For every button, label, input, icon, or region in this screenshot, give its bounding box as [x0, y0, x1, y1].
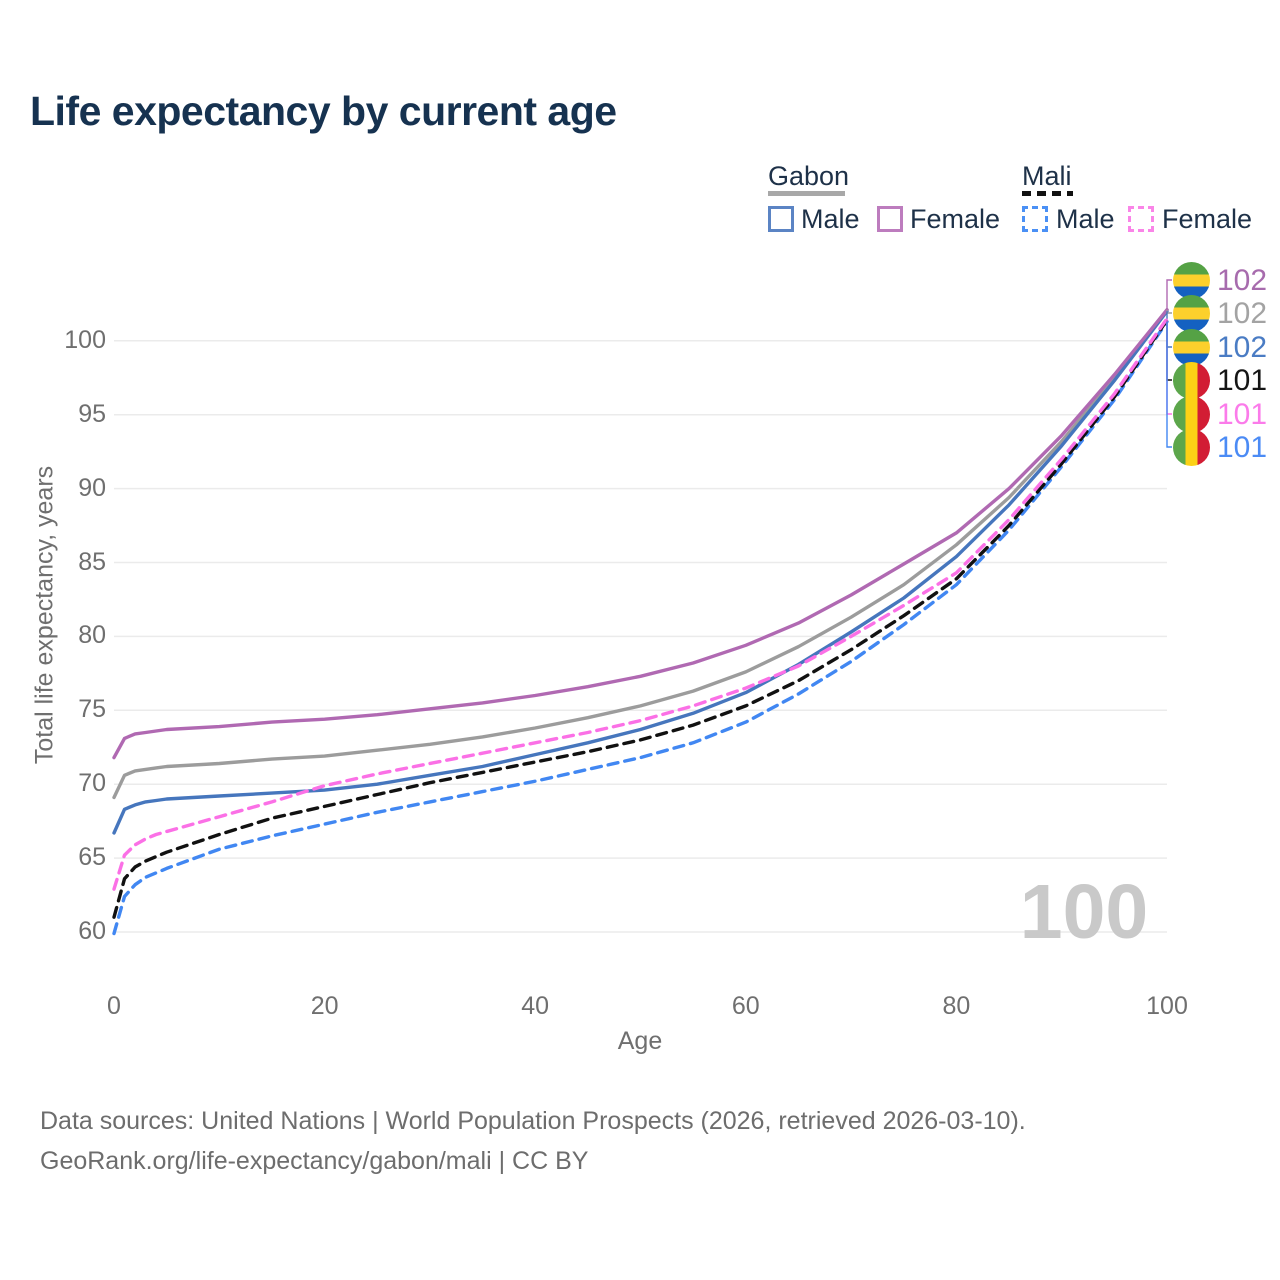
x-tick-label: 100 — [1146, 992, 1188, 1020]
footer-data-sources: Data sources: United Nations | World Pop… — [40, 1107, 1026, 1135]
gabon-flag-icon — [1173, 261, 1210, 299]
footer-attribution: GeoRank.org/life-expectancy/gabon/mali |… — [40, 1147, 589, 1175]
mali-flag-icon — [1173, 395, 1210, 433]
y-tick-label: 70 — [78, 769, 106, 798]
end-value: 102 — [1217, 330, 1268, 364]
mali-flag-icon — [1173, 361, 1210, 399]
y-tick-label: 100 — [64, 325, 106, 354]
gabon-flag-icon — [1173, 294, 1210, 332]
x-axis-title: Age — [617, 1027, 663, 1055]
y-tick-label: 80 — [78, 621, 106, 650]
mali-flag-icon — [1173, 428, 1210, 466]
end-value: 101 — [1217, 397, 1268, 431]
age-ticker-watermark: 100 — [1019, 869, 1149, 955]
end-label-gabon-female: 102 — [1173, 261, 1267, 299]
end-label-mali-male: 101 — [1173, 428, 1267, 466]
gabon-flag-icon — [1173, 328, 1210, 366]
chart-title: Life expectancy by current age — [30, 88, 617, 134]
legend-item-mali-male[interactable]: Male — [1056, 204, 1115, 234]
end-label-gabon-male: 102 — [1173, 328, 1267, 366]
end-label-connector — [1166, 279, 1172, 310]
legend-mali-line-swatch — [1022, 191, 1073, 196]
legend-item-gabon-female[interactable]: Female — [910, 204, 1001, 234]
x-tick-label: 60 — [731, 992, 760, 1020]
series-line-mali-female — [112, 316, 1169, 891]
end-label-connector — [1166, 321, 1172, 448]
y-tick-label: 85 — [78, 547, 106, 576]
legend-swatch-gabon-male[interactable] — [768, 206, 794, 232]
end-value: 101 — [1217, 430, 1268, 464]
y-tick-label: 75 — [78, 695, 106, 724]
legend-item-gabon-male[interactable]: Male — [801, 204, 860, 234]
legend-swatch-mali-female[interactable] — [1128, 206, 1154, 232]
end-label-mali-total: 101 — [1173, 361, 1267, 399]
legend-swatch-mali-male[interactable] — [1022, 206, 1048, 232]
legend-item-mali-female[interactable]: Female — [1162, 204, 1253, 234]
series-line-gabon-both-sexes — [112, 308, 1169, 800]
legend-group-mali[interactable]: Mali — [1022, 161, 1072, 191]
end-label-gabon-total: 102 — [1173, 294, 1267, 332]
end-label-connector — [1166, 311, 1172, 348]
x-tick-label: 40 — [521, 992, 550, 1020]
y-tick-label: 60 — [78, 917, 106, 945]
end-label-connector — [1166, 320, 1172, 381]
series-line-gabon-female — [112, 308, 1169, 760]
series-line-mali-male — [112, 319, 1169, 936]
legend-group-gabon[interactable]: Gabon — [768, 161, 850, 191]
legend-swatch-gabon-female[interactable] — [877, 206, 903, 232]
legend-gabon-line-swatch — [768, 191, 845, 196]
end-label-mali-female: 101 — [1173, 395, 1267, 433]
end-value: 102 — [1217, 296, 1268, 330]
x-tick-label: 0 — [107, 992, 121, 1020]
end-value: 101 — [1217, 363, 1268, 397]
x-tick-label: 20 — [310, 992, 339, 1020]
y-tick-label: 90 — [78, 473, 106, 502]
y-tick-label: 65 — [78, 843, 106, 872]
series-line-mali-both-sexes — [112, 318, 1169, 919]
x-tick-label: 80 — [942, 992, 971, 1020]
end-value: 102 — [1217, 263, 1268, 297]
series-line-gabon-male — [112, 309, 1169, 835]
end-label-connector — [1166, 318, 1172, 415]
y-tick-label: 95 — [78, 399, 106, 428]
